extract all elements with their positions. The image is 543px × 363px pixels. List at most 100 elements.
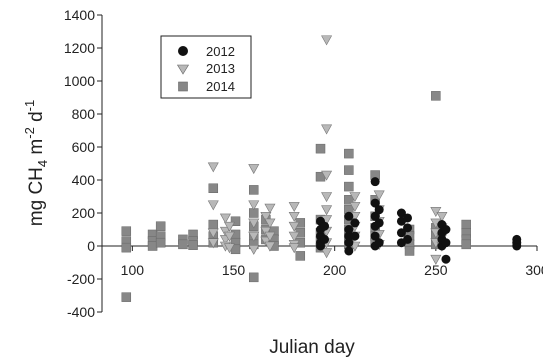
point-2014 bbox=[404, 246, 415, 256]
point-2014 bbox=[121, 226, 132, 236]
point-2014 bbox=[295, 251, 306, 261]
y-tick-label: 400 bbox=[72, 172, 96, 188]
legend-label-2012: 2012 bbox=[206, 44, 235, 59]
point-2012 bbox=[403, 223, 413, 233]
point-2012 bbox=[370, 211, 380, 221]
point-2013 bbox=[248, 200, 260, 211]
point-2013 bbox=[288, 221, 300, 232]
x-tick-label: 200 bbox=[323, 262, 347, 278]
point-2012 bbox=[370, 231, 380, 241]
point-2013 bbox=[223, 231, 235, 242]
x-axis-ticks: 100 150 200 250 300 bbox=[121, 246, 543, 278]
point-2014 bbox=[208, 219, 219, 230]
point-2014 bbox=[208, 183, 219, 193]
point-2012 bbox=[374, 218, 384, 228]
y-tick-label: 1000 bbox=[64, 73, 95, 89]
point-2013 bbox=[321, 192, 333, 203]
x-axis-title: Julian day bbox=[269, 337, 355, 358]
point-2013 bbox=[349, 192, 361, 203]
point-2013 bbox=[219, 226, 231, 237]
point-2013 bbox=[223, 243, 235, 254]
legend: 2012 2013 2014 bbox=[160, 35, 252, 99]
point-2013 bbox=[207, 238, 219, 249]
y-tick-label: 200 bbox=[72, 205, 96, 221]
legend-label-2014: 2014 bbox=[206, 79, 235, 94]
point-2012 bbox=[344, 238, 354, 248]
point-2012 bbox=[320, 221, 330, 231]
point-2013 bbox=[260, 212, 272, 222]
y-tick-label: 1400 bbox=[64, 7, 95, 23]
point-2012 bbox=[374, 238, 384, 248]
x-tick-label: 300 bbox=[525, 262, 543, 278]
point-2014 bbox=[155, 237, 166, 248]
point-2012 bbox=[370, 198, 380, 208]
point-2013 bbox=[321, 35, 333, 46]
point-2012 bbox=[403, 213, 413, 223]
x-tick-label: 150 bbox=[222, 262, 246, 278]
x-tick-label: 100 bbox=[121, 262, 145, 278]
point-2014 bbox=[461, 219, 471, 230]
point-2013 bbox=[373, 190, 385, 201]
point-2014 bbox=[248, 185, 259, 195]
point-2012 bbox=[512, 234, 522, 244]
point-2012 bbox=[441, 238, 451, 248]
point-2014 bbox=[121, 292, 132, 302]
point-2012 bbox=[374, 205, 384, 215]
x-tick-label: 250 bbox=[424, 262, 448, 278]
point-2013 bbox=[207, 228, 219, 239]
point-2013 bbox=[219, 213, 231, 224]
point-2013 bbox=[288, 202, 300, 213]
point-2012 bbox=[344, 211, 354, 221]
point-2013 bbox=[207, 200, 219, 211]
point-2014 bbox=[344, 165, 354, 175]
series-2012 bbox=[316, 177, 522, 264]
point-2013 bbox=[321, 170, 333, 181]
point-2014 bbox=[248, 272, 259, 283]
legend-marker-2012 bbox=[178, 46, 188, 56]
point-2013 bbox=[260, 226, 272, 237]
point-2014 bbox=[230, 216, 241, 226]
point-2012 bbox=[344, 246, 354, 256]
point-2012 bbox=[350, 218, 360, 228]
point-2012 bbox=[350, 231, 360, 241]
point-2012 bbox=[441, 225, 451, 234]
point-2012 bbox=[320, 234, 330, 244]
y-tick-label: 0 bbox=[87, 238, 95, 254]
point-2012 bbox=[403, 234, 413, 244]
point-2013 bbox=[430, 254, 442, 265]
legend-marker-2014 bbox=[178, 81, 188, 92]
point-2013 bbox=[248, 231, 260, 242]
point-2012 bbox=[370, 177, 380, 187]
point-2013 bbox=[260, 236, 272, 247]
point-2013 bbox=[321, 124, 333, 135]
point-2013 bbox=[264, 203, 276, 214]
y-axis-title: mg CH4 m-2 d-1 bbox=[22, 100, 50, 226]
y-tick-label: -200 bbox=[67, 271, 95, 287]
point-2014 bbox=[121, 242, 132, 253]
point-2012 bbox=[441, 254, 451, 264]
point-2013 bbox=[288, 231, 300, 242]
point-2013 bbox=[264, 218, 276, 229]
point-2013 bbox=[248, 164, 260, 175]
point-2014 bbox=[344, 195, 354, 205]
point-2012 bbox=[396, 228, 406, 238]
legend-box bbox=[160, 35, 252, 99]
point-2014 bbox=[344, 148, 354, 159]
legend-label-2013: 2013 bbox=[206, 61, 235, 76]
point-2013 bbox=[264, 241, 276, 252]
y-axis-ticks: -400 -200 0 200 400 600 800 1000 1200 1400 bbox=[64, 7, 102, 320]
point-2012 bbox=[396, 208, 406, 218]
point-2013 bbox=[288, 243, 300, 254]
point-2013 bbox=[264, 231, 276, 242]
y-tick-label: 600 bbox=[72, 139, 96, 155]
point-2014 bbox=[315, 143, 326, 154]
point-2013 bbox=[430, 207, 442, 217]
point-2014 bbox=[344, 181, 354, 192]
point-2014 bbox=[147, 241, 158, 251]
point-2013 bbox=[248, 245, 260, 255]
point-2014 bbox=[155, 221, 166, 231]
y-tick-label: -400 bbox=[67, 304, 95, 320]
point-2013 bbox=[223, 221, 235, 232]
legend-marker-2013 bbox=[176, 64, 190, 75]
